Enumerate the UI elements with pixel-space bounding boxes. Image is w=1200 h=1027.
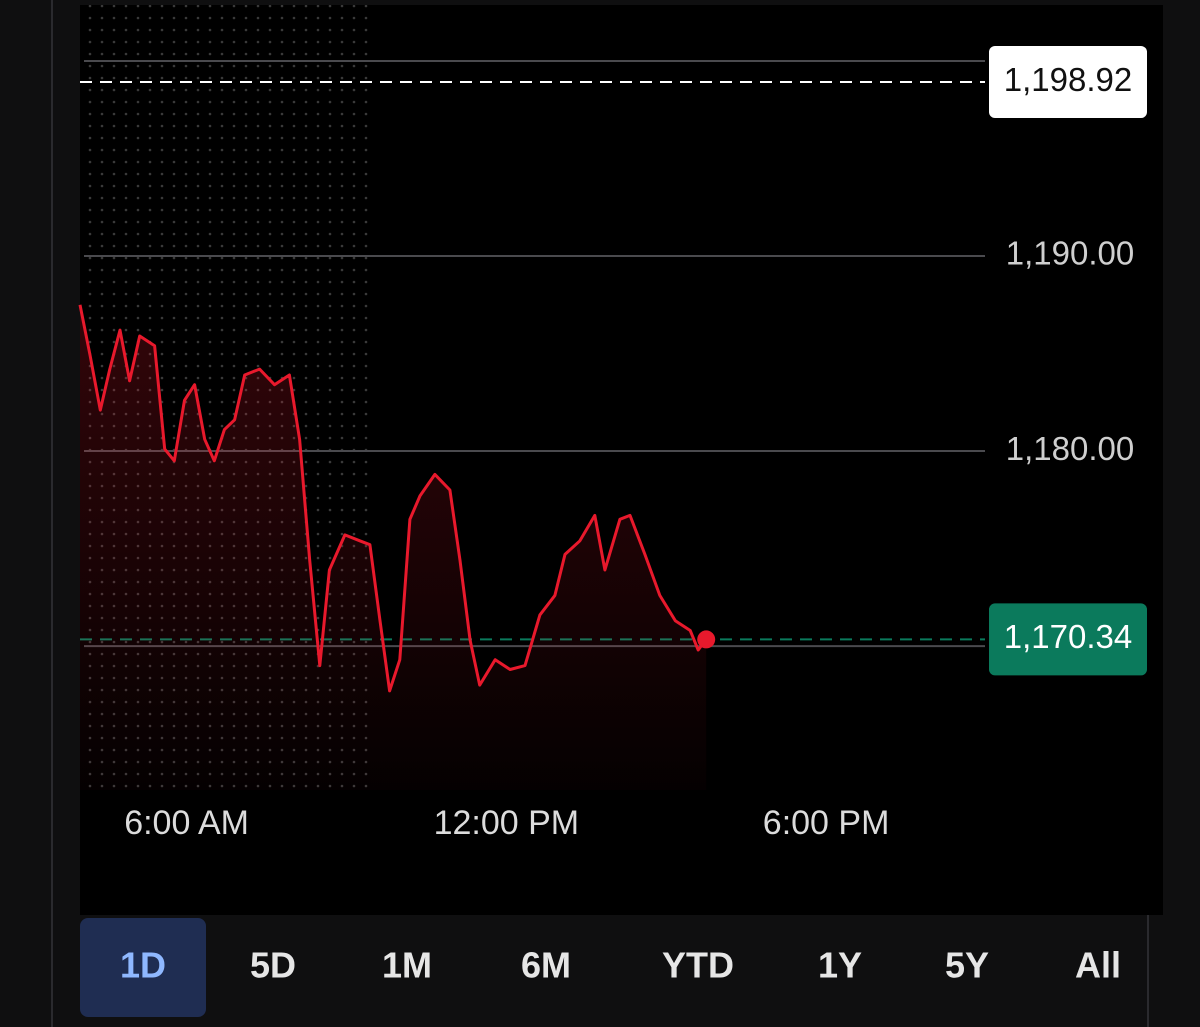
x-tick-label: 6:00 PM [763, 804, 890, 842]
range-buttons: 1D 5D 1M 6M YTD 1Y 5Y All [80, 918, 1121, 1017]
range-button[interactable]: All [1075, 945, 1121, 986]
y-tick-label: 1,190.00 [1006, 235, 1134, 272]
range-button[interactable]: 1Y [818, 945, 862, 986]
x-tick-label: 12:00 PM [434, 804, 580, 842]
price-badge [989, 46, 1147, 119]
price-badge [989, 603, 1147, 676]
range-button[interactable]: 1D [120, 945, 166, 986]
range-button[interactable]: YTD [662, 945, 734, 986]
price-badge-label: 1,170.34 [1004, 618, 1132, 655]
range-button[interactable]: 6M [521, 945, 571, 986]
plot: 1,200.001,190.001,180.001,170.006:00 AM1… [78, 40, 1147, 842]
y-tick-label: 1,180.00 [1006, 430, 1134, 467]
area-fill [80, 304, 707, 790]
range-button[interactable]: 5Y [945, 945, 989, 986]
range-button[interactable]: 1M [382, 945, 432, 986]
range-button[interactable]: 5D [250, 945, 296, 986]
x-tick-label: 6:00 AM [124, 804, 249, 842]
price-badge-label: 1,198.92 [1004, 61, 1132, 98]
last-price-dot [697, 630, 716, 649]
price-line [78, 304, 708, 693]
range-button-bg[interactable] [80, 918, 206, 1017]
